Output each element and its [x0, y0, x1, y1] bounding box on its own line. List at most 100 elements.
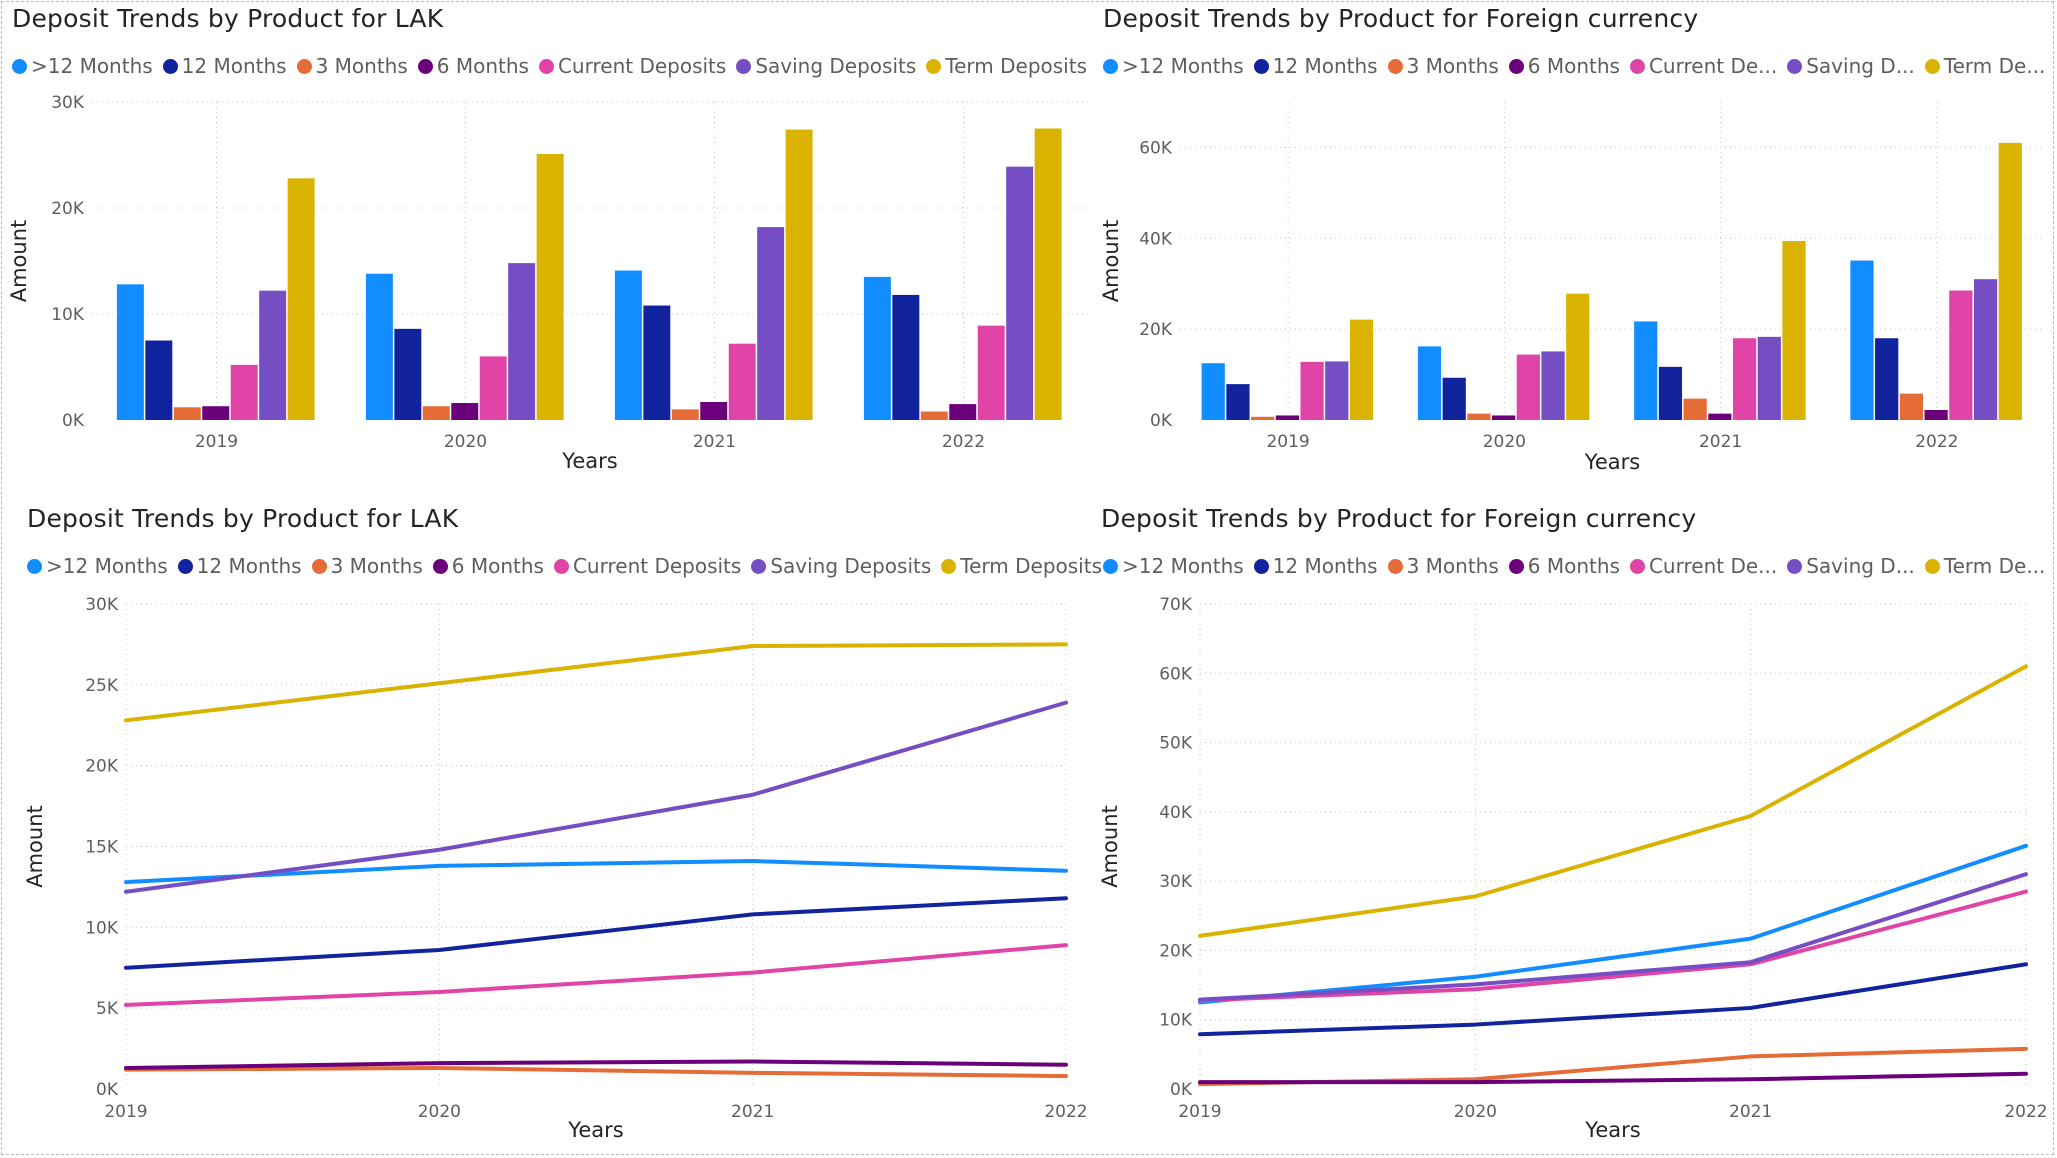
legend-item[interactable]: Term De... [1924, 554, 2045, 578]
bar[interactable] [1949, 290, 1973, 420]
bar[interactable] [757, 227, 785, 420]
bar[interactable] [1006, 166, 1034, 420]
legend-item[interactable]: 12 Months [177, 554, 302, 578]
legend-item[interactable]: Saving Deposits [736, 54, 916, 78]
legend-item[interactable]: Saving D... [1787, 54, 1915, 78]
chart-legend[interactable]: >12 Months 12 Months 3 Months 6 Months Curre… [12, 54, 1097, 78]
bar[interactable] [1899, 393, 1924, 420]
bar[interactable] [643, 305, 671, 420]
legend-item[interactable]: >12 Months [1103, 54, 1244, 78]
legend-item[interactable]: 6 Months [432, 554, 544, 578]
bar[interactable] [785, 129, 813, 420]
bar[interactable] [1658, 366, 1683, 420]
series-line[interactable] [1198, 843, 2028, 1005]
chart-legend[interactable]: >12 Months 12 Months 3 Months 6 Months Curre… [1103, 554, 2055, 578]
bar[interactable] [1683, 398, 1707, 420]
bar[interactable] [1300, 361, 1324, 420]
series-line[interactable] [124, 859, 1068, 885]
bar[interactable] [1850, 260, 1874, 420]
series-line[interactable] [124, 943, 1068, 1007]
bar[interactable] [1226, 384, 1250, 420]
bar[interactable] [1566, 293, 1590, 420]
bar[interactable] [1757, 336, 1781, 420]
legend-item[interactable]: 3 Months [1387, 554, 1499, 578]
bar[interactable] [1034, 128, 1062, 421]
lak-bar-chart[interactable]: 0K 10K 20K 30K Amount Years 2019 2020 2021 2022 [0, 90, 1100, 570]
bar[interactable] [1251, 416, 1275, 420]
bar[interactable] [671, 409, 699, 420]
bar[interactable] [422, 406, 450, 420]
bar[interactable] [394, 328, 422, 420]
legend-item[interactable]: >12 Months [27, 554, 168, 578]
legend-item[interactable]: 3 Months [311, 554, 423, 578]
legend-item[interactable]: 3 Months [1387, 54, 1499, 78]
bar[interactable] [920, 411, 948, 420]
legend-item[interactable]: 6 Months [1508, 54, 1620, 78]
bar[interactable] [1973, 279, 1998, 420]
bar[interactable] [202, 406, 230, 420]
legend-item[interactable]: Current De... [1629, 554, 1777, 578]
bar[interactable] [1782, 241, 1806, 420]
bar[interactable] [1875, 338, 1899, 420]
bar[interactable] [863, 276, 891, 420]
bar[interactable] [1998, 142, 2022, 420]
bar[interactable] [700, 401, 728, 420]
bar[interactable] [116, 284, 144, 420]
bar[interactable] [1201, 363, 1225, 420]
bar[interactable] [1275, 415, 1299, 420]
bar[interactable] [949, 404, 977, 420]
bar[interactable] [1349, 319, 1374, 420]
bar[interactable] [892, 294, 920, 420]
legend-item[interactable]: Term De... [1924, 54, 2045, 78]
bar[interactable] [451, 403, 479, 420]
lak-line-chart[interactable]: 0K 5K 10K 15K 20K 25K 30K Amount Years 2019 2020 20… [0, 0, 1100, 1158]
bar[interactable] [1541, 351, 1565, 420]
bar[interactable] [145, 340, 173, 421]
bar[interactable] [1924, 410, 1948, 420]
bar[interactable] [728, 343, 756, 420]
bar[interactable] [536, 153, 564, 420]
bar[interactable] [1516, 354, 1540, 420]
legend-item[interactable]: Current De... [1629, 54, 1777, 78]
chart-legend[interactable]: >12 Months 12 Months 3 Months 6 Months Curre… [1103, 54, 2055, 78]
legend-item[interactable]: Saving Deposits [751, 554, 931, 578]
legend-item[interactable]: 12 Months [1253, 54, 1378, 78]
legend-item[interactable]: Term Deposits [941, 554, 1102, 578]
legend-item[interactable]: Term Deposits [926, 54, 1087, 78]
series-line[interactable] [1198, 1071, 2028, 1085]
bar[interactable] [1467, 413, 1491, 420]
legend-item[interactable]: Current Deposits [553, 554, 741, 578]
bar[interactable] [479, 356, 507, 420]
bar[interactable] [1442, 377, 1466, 420]
bar[interactable] [1732, 338, 1757, 420]
bar[interactable] [508, 263, 536, 420]
legend-item[interactable]: 6 Months [1508, 554, 1620, 578]
series-line[interactable] [124, 1065, 1068, 1079]
bar[interactable] [259, 290, 287, 420]
bar[interactable] [977, 325, 1005, 420]
bar[interactable] [1492, 415, 1516, 420]
bar[interactable] [1708, 413, 1732, 420]
series-line[interactable] [1198, 889, 2028, 1003]
chart-legend[interactable]: >12 Months 12 Months 3 Months 6 Months Curre… [27, 554, 1112, 578]
bar[interactable] [614, 270, 642, 420]
series-line[interactable] [1198, 664, 2028, 938]
bar[interactable] [230, 364, 258, 420]
foreign-bar-chart[interactable]: 0K 20K 40K 60K Amount Years 2019 2020 2021 2022 [0, 90, 2057, 570]
series-line[interactable] [124, 700, 1068, 894]
series-line[interactable] [124, 896, 1068, 970]
legend-item[interactable]: 12 Months [1253, 554, 1378, 578]
series-line[interactable] [1198, 962, 2028, 1037]
legend-item[interactable]: 12 Months [162, 54, 287, 78]
bar[interactable] [1417, 346, 1442, 420]
bar[interactable] [1634, 321, 1658, 420]
legend-item[interactable]: >12 Months [1103, 554, 1244, 578]
legend-item[interactable]: 6 Months [417, 54, 529, 78]
legend-item[interactable]: 3 Months [296, 54, 408, 78]
bar[interactable] [365, 273, 393, 420]
series-line[interactable] [124, 642, 1068, 723]
legend-item[interactable]: Saving D... [1787, 554, 1915, 578]
series-line[interactable] [1198, 872, 2028, 1002]
legend-item[interactable]: Current Deposits [538, 54, 726, 78]
